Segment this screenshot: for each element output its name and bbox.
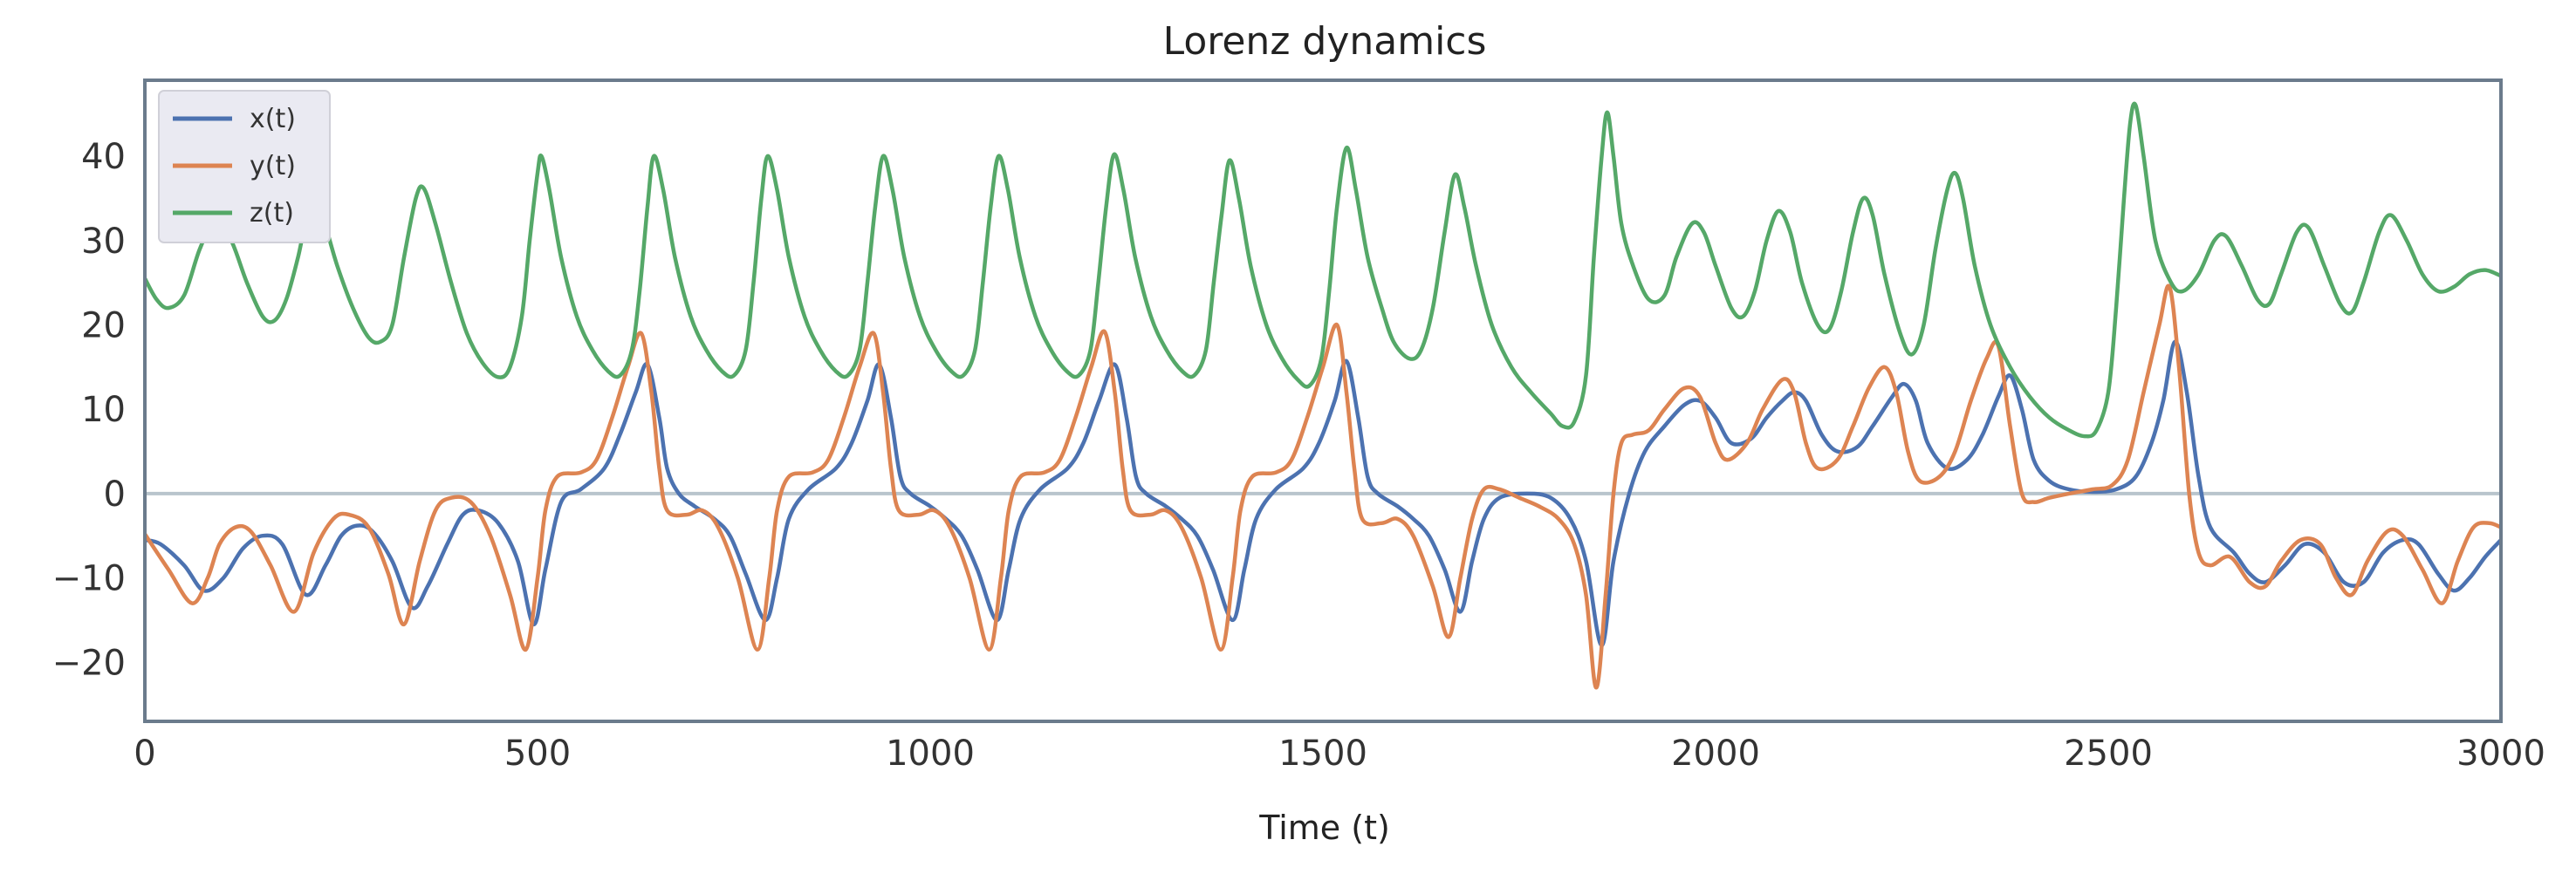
legend-label-x: x(t) bbox=[250, 104, 296, 134]
x-axis-ticks: 0 500 1000 1500 2000 2500 3000 bbox=[134, 734, 2545, 774]
x-tick-label: 500 bbox=[504, 734, 571, 774]
x-axis-label: Time (t) bbox=[1258, 809, 1390, 847]
y-tick-label: 0 bbox=[104, 475, 126, 515]
y-tick-label: 40 bbox=[81, 137, 126, 177]
legend-label-z: z(t) bbox=[250, 198, 294, 229]
x-tick-label: 2000 bbox=[1671, 734, 1760, 774]
y-tick-label: 30 bbox=[81, 222, 126, 262]
y-tick-label: 10 bbox=[81, 390, 126, 430]
y-tick-label: −20 bbox=[52, 643, 126, 683]
legend-label-y: y(t) bbox=[250, 151, 296, 181]
legend: x(t) y(t) z(t) bbox=[158, 90, 331, 243]
series-line-y bbox=[145, 283, 2501, 690]
x-tick-label: 3000 bbox=[2456, 734, 2545, 774]
x-tick-label: 1000 bbox=[886, 734, 975, 774]
x-tick-label: 0 bbox=[134, 734, 155, 774]
plot-frame bbox=[143, 79, 2503, 723]
y-tick-label: 20 bbox=[81, 305, 126, 345]
series-line-x bbox=[145, 339, 2501, 648]
legend-box bbox=[158, 90, 331, 243]
x-tick-label: 2500 bbox=[2064, 734, 2153, 774]
x-tick-label: 1500 bbox=[1278, 734, 1367, 774]
series-line-z bbox=[145, 101, 2501, 439]
chart-title: Lorenz dynamics bbox=[1163, 19, 1487, 64]
series-layer bbox=[145, 101, 2501, 690]
y-axis-ticks: −20 −10 0 10 20 30 40 bbox=[52, 137, 126, 683]
y-tick-label: −10 bbox=[52, 559, 126, 599]
